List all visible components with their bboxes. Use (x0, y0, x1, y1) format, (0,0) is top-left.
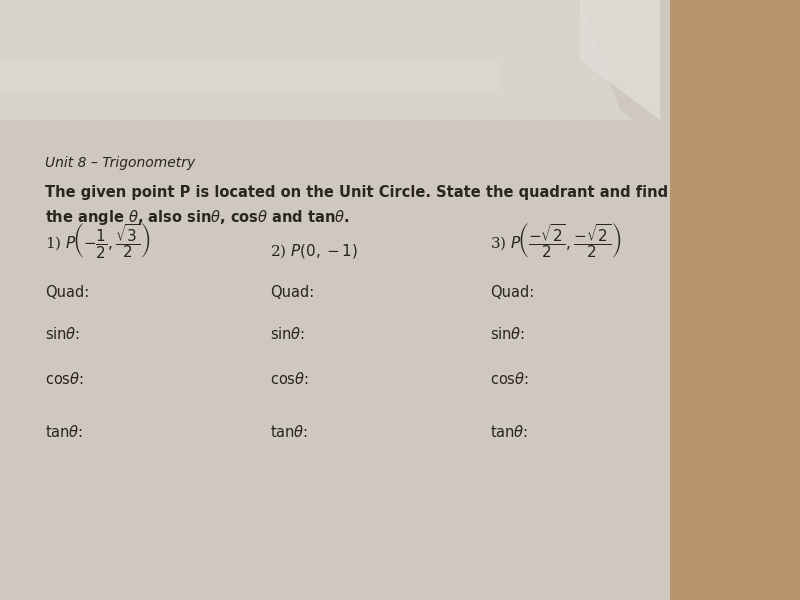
Text: 2) $P(0,-1)$: 2) $P(0,-1)$ (270, 242, 358, 260)
Text: sin$\theta$:: sin$\theta$: (45, 326, 80, 342)
Text: tan$\theta$:: tan$\theta$: (45, 424, 83, 440)
Bar (0, 0, 670, 120)
Text: cos$\theta$:: cos$\theta$: (490, 371, 529, 387)
Text: cos$\theta$:: cos$\theta$: (270, 371, 309, 387)
Text: Quad:: Quad: (270, 285, 314, 300)
Text: cos$\theta$:: cos$\theta$: (45, 371, 84, 387)
Text: The given point P is located on the Unit Circle. State the quadrant and find: The given point P is located on the Unit… (45, 185, 668, 200)
Polygon shape (580, 0, 660, 120)
Text: tan$\theta$:: tan$\theta$: (270, 424, 308, 440)
Text: tan$\theta$:: tan$\theta$: (490, 424, 528, 440)
Text: Unit 8 – Trigonometry: Unit 8 – Trigonometry (45, 156, 195, 170)
Bar (0, 60, 500, 90)
Polygon shape (580, 0, 670, 150)
Text: sin$\theta$:: sin$\theta$: (490, 326, 525, 342)
Text: 1) $P\!\left(-\dfrac{1}{2},\dfrac{\sqrt{3}}{2}\right)$: 1) $P\!\left(-\dfrac{1}{2},\dfrac{\sqrt{… (45, 221, 150, 260)
Text: sin$\theta$:: sin$\theta$: (270, 326, 305, 342)
Bar (670, 0, 800, 600)
Text: 3) $P\!\left(\dfrac{-\sqrt{2}}{2},\dfrac{-\sqrt{2}}{2}\right)$: 3) $P\!\left(\dfrac{-\sqrt{2}}{2},\dfrac… (490, 221, 622, 260)
Text: Quad:: Quad: (45, 285, 90, 300)
Text: Quad:: Quad: (490, 285, 534, 300)
Text: the angle $\theta$, also sin$\theta$, cos$\theta$ and tan$\theta$.: the angle $\theta$, also sin$\theta$, co… (45, 208, 350, 227)
Bar (0, 0, 670, 600)
